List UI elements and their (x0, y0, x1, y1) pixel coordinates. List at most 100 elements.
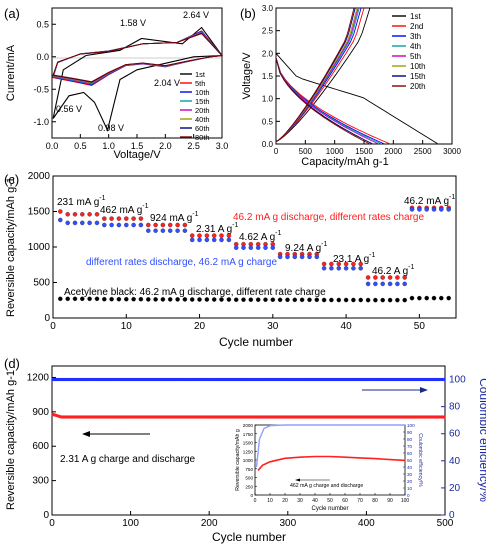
panel-c-point-blue (116, 222, 122, 228)
inset-ytick-label: 750 (245, 467, 253, 472)
panel-c-label: (c) (4, 172, 19, 187)
panel-c-point-red (131, 216, 136, 221)
panel-b-xtick-label: 1000 (326, 147, 344, 156)
panel-d-frame (51, 365, 446, 516)
panel-c-point-blue (343, 266, 349, 271)
panel-b-xtick-label: 500 (299, 147, 313, 156)
panel-c-point-blue (58, 217, 63, 223)
panel-c-point-red (387, 275, 393, 280)
panel-c-point-blue (373, 281, 378, 287)
panel-d-ytick-label: 300 (32, 476, 49, 487)
panel-a-xtick-label: 1.5 (131, 141, 144, 151)
panel-d-xtick-label: 400 (358, 518, 375, 529)
panel-c-point-blue (277, 254, 283, 260)
panel-c-point-black (146, 297, 151, 302)
panel-c-point-blue (424, 207, 429, 212)
panel-c-point-red (72, 212, 78, 217)
panel-d-inset: 0 10 20 30 40 50 60 70 80 90 100025050075010001250… (235, 423, 423, 512)
panel-b-discharge-1st (275, 53, 438, 144)
panel-c-point-black (402, 297, 407, 303)
inset-ytick-right-label: 20 (407, 479, 413, 484)
panel-d: (d) 0 100 200 300 400 50003006009001200020406… (4, 356, 486, 544)
panel-c-point-black (270, 297, 276, 302)
panel-c-point-black (248, 297, 254, 302)
inset-xtick-label: 10 (267, 498, 273, 504)
panel-c-point-blue (351, 266, 356, 271)
inset-ytick-label: 500 (245, 476, 253, 481)
inset-ytick-right-label: 30 (407, 472, 413, 477)
rate-label-2-31: 2.31 A g-1 (196, 222, 238, 235)
panel-a-legend-label: 20th (195, 106, 210, 115)
panel-c-point-black (343, 297, 349, 303)
panel-c-point-black (189, 297, 195, 302)
inset-xtick-label: 100 (401, 498, 410, 504)
panel-c-point-black (182, 297, 188, 302)
panel-c-point-black (116, 296, 122, 302)
panel-d-ytick-right-label: 40 (449, 456, 461, 467)
panel-c-point-red (402, 275, 407, 280)
rate-label-9-24: 9.24 A g-1 (285, 241, 327, 254)
panel-c-point-blue (285, 254, 290, 260)
panel-b-legend-label: 20th (410, 82, 426, 91)
panel-c-point-blue (146, 228, 151, 233)
panel-d-ytick-right-label: 80 (449, 402, 461, 413)
panel-b-legend-label: 15th (410, 72, 426, 81)
inset-ytick-right-label: 100 (407, 423, 415, 428)
panel-c-point-blue (270, 245, 276, 250)
panel-c-point-red (65, 212, 70, 217)
panel-c-point-blue (336, 266, 342, 271)
panel-d-xlabel: Cycle number (212, 530, 286, 544)
panel-a-xtick-label: 0.5 (74, 141, 87, 151)
annotation-2-64v: 2.64 V (183, 10, 209, 20)
panel-c-point-black (72, 296, 78, 302)
panel-c-xtick-label: 30 (267, 321, 279, 332)
panel-b-legend-label: 2nd (410, 22, 423, 31)
panel-d-ytick-label: 0 (43, 510, 49, 521)
inset-capacity-line (257, 455, 406, 472)
panel-a-legend-label: 1st (195, 70, 206, 79)
panel-c-point-black (204, 297, 210, 302)
panel-c-point-black (263, 297, 268, 302)
inset-ytick-label: 1000 (243, 458, 254, 463)
panel-c-point-black (102, 296, 107, 302)
panel-c-point-red (189, 233, 195, 238)
panel-a-xtick-label: 3.0 (216, 141, 229, 151)
panel-c-point-black (380, 297, 385, 303)
panel-c-point-blue (94, 220, 100, 226)
panel-c-xtick-label: 0 (50, 321, 56, 332)
panel-c-point-blue (80, 220, 85, 226)
panel-a-legend-label: 40th (195, 115, 210, 124)
panel-c-point-black (80, 296, 85, 302)
panel-c-point-black (160, 297, 166, 302)
panel-a-series-80th (52, 33, 223, 83)
panel-b-legend-label: 5th (410, 52, 421, 61)
panel-c-point-black (395, 297, 400, 303)
annotation-2-04v: 2.04 V (154, 78, 180, 88)
panel-c-point-blue (365, 281, 371, 287)
rate-label-4-62: 4.62 A g-1 (239, 230, 281, 243)
panel-d-xtick-label: 100 (122, 518, 139, 529)
panel-c-point-blue (204, 237, 210, 243)
panel-c-point-black (197, 297, 202, 302)
inset-ytick-label: 2000 (243, 423, 254, 428)
panel-c-point-blue (292, 254, 298, 260)
panel-c-point-blue (233, 245, 239, 250)
panel-c-point-black (219, 297, 224, 302)
panel-c-point-black (211, 297, 217, 302)
panel-c-xlabel: Cycle number (219, 335, 293, 349)
panel-d-ytick-label: 1200 (27, 372, 50, 383)
panel-c-point-blue (109, 222, 114, 228)
panel-b-ytick-label: 2.0 (262, 49, 274, 58)
panel-c-point-black (358, 297, 363, 303)
inset-ytick-label: 1500 (243, 441, 254, 446)
panel-c-point-red (94, 212, 100, 217)
panel-a-legend-label: 5th (195, 79, 205, 88)
panel-c-point-red (380, 275, 385, 280)
inset-ylabel: Reversible capacity/mAh g (235, 429, 241, 491)
panel-c-point-blue (219, 237, 224, 243)
panel-b: (b) 0 500 1000 1500 2000 2500 3000 0.0 0.5 1.0 1.5… (240, 4, 461, 168)
panel-d-ytick-right-label: 0 (449, 510, 455, 521)
panel-b-legend-label: 4th (410, 42, 421, 51)
